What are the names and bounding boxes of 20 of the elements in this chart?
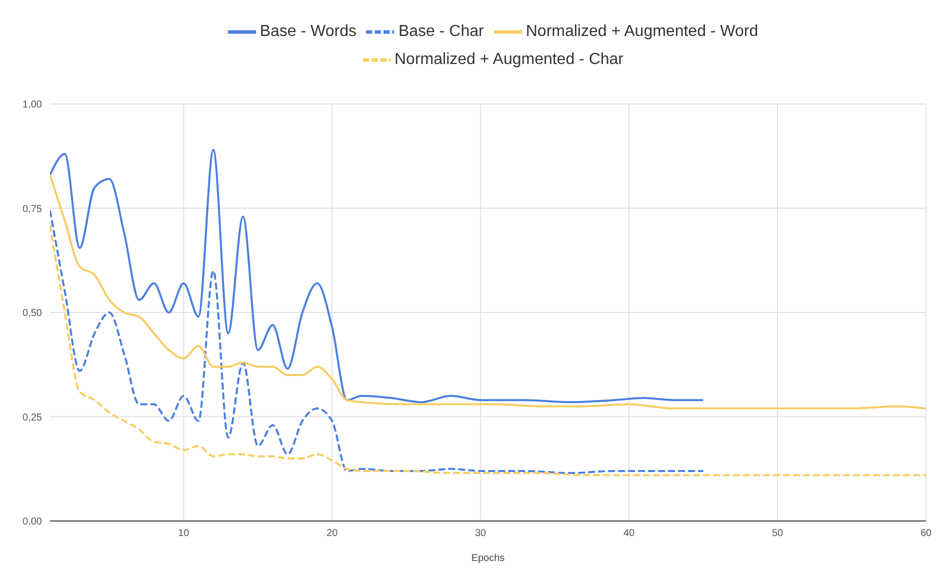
x-tick-label: 60 (920, 528, 932, 540)
line-series (50, 224, 926, 476)
y-tick-label: 1,00 (22, 100, 42, 111)
x-tick-label: 20 (326, 528, 338, 540)
legend-label: Base - Words (260, 23, 356, 40)
x-tick-label: 10 (178, 528, 190, 540)
line-series (50, 174, 926, 410)
line-series (50, 148, 704, 404)
x-axis-title: Epochs (471, 553, 505, 564)
legend-label: Normalized + Augmented - Word (526, 23, 758, 40)
x-tick-label: 30 (475, 528, 487, 540)
y-tick-label: 0,25 (22, 412, 42, 424)
y-tick-label: 0,00 (22, 516, 42, 528)
legend-label: Base - Char (398, 23, 484, 40)
y-tick-label: 0,50 (22, 308, 42, 320)
y-tick-label: 0,75 (22, 204, 42, 215)
legend-label: Normalized + Augmented - Char (394, 51, 624, 68)
x-tick-label: 40 (623, 528, 636, 540)
x-tick-label: 50 (772, 528, 784, 540)
line-series (50, 209, 704, 474)
